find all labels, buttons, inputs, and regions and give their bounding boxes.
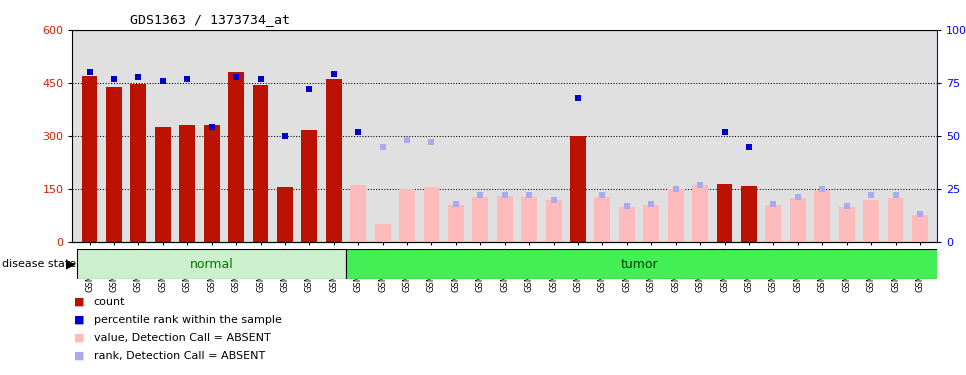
Bar <box>594 196 611 242</box>
Bar <box>375 224 390 242</box>
Bar <box>180 125 195 242</box>
Bar <box>228 72 244 242</box>
Point <box>130 74 146 80</box>
Point <box>717 129 732 135</box>
Bar <box>619 207 635 242</box>
Point <box>327 72 342 78</box>
Bar <box>765 205 781 242</box>
Text: count: count <box>94 297 126 307</box>
Bar <box>204 125 219 242</box>
Text: value, Detection Call = ABSENT: value, Detection Call = ABSENT <box>94 333 270 343</box>
Bar <box>693 185 708 242</box>
Text: tumor: tumor <box>620 258 658 271</box>
Bar <box>106 87 122 242</box>
Point <box>351 129 366 135</box>
Bar <box>423 187 440 242</box>
Bar <box>790 198 806 242</box>
Bar <box>351 184 366 242</box>
Text: ■: ■ <box>74 315 85 325</box>
Point <box>277 133 293 139</box>
Point <box>106 76 122 82</box>
Point <box>790 194 806 200</box>
Point <box>912 211 927 217</box>
Bar <box>277 187 293 242</box>
Bar <box>252 85 269 242</box>
Bar <box>838 207 855 242</box>
Point <box>253 76 269 82</box>
Point <box>82 69 98 75</box>
Bar <box>570 136 586 242</box>
Bar <box>814 190 830 242</box>
Point <box>228 74 243 80</box>
Point <box>472 192 488 198</box>
Bar <box>448 205 464 242</box>
Bar <box>130 84 146 242</box>
Text: normal: normal <box>189 258 234 271</box>
Bar <box>864 200 879 242</box>
Point <box>814 186 830 192</box>
Bar <box>77 249 346 279</box>
Bar <box>326 80 342 242</box>
Point <box>838 203 854 209</box>
Point <box>766 201 781 207</box>
Bar <box>912 215 928 242</box>
Text: ▶: ▶ <box>66 258 75 271</box>
Bar <box>741 186 757 242</box>
Bar <box>888 198 903 242</box>
Point <box>595 192 611 198</box>
Text: GDS1363 / 1373734_at: GDS1363 / 1373734_at <box>130 13 291 26</box>
Bar <box>472 196 488 242</box>
Bar <box>522 196 537 242</box>
Point <box>570 95 585 101</box>
Text: ■: ■ <box>74 297 85 307</box>
Text: ■: ■ <box>74 351 85 361</box>
Point <box>497 192 512 198</box>
Point <box>619 203 635 209</box>
Point <box>399 137 414 143</box>
Point <box>668 186 683 192</box>
Bar <box>399 189 415 242</box>
Point <box>693 182 708 188</box>
Point <box>741 144 756 150</box>
Point <box>301 86 317 92</box>
Point <box>204 124 219 130</box>
Point <box>864 192 879 198</box>
Point <box>522 192 537 198</box>
Bar <box>668 189 684 242</box>
Text: rank, Detection Call = ABSENT: rank, Detection Call = ABSENT <box>94 351 265 361</box>
Bar <box>546 200 561 242</box>
Point <box>156 78 171 84</box>
Text: disease state: disease state <box>2 260 76 269</box>
Text: percentile rank within the sample: percentile rank within the sample <box>94 315 281 325</box>
Point <box>888 192 903 198</box>
Point <box>643 201 659 207</box>
Text: ■: ■ <box>74 333 85 343</box>
Point <box>448 201 464 207</box>
Bar <box>717 184 732 242</box>
Bar <box>346 249 945 279</box>
Point <box>546 196 561 202</box>
Bar <box>81 76 98 242</box>
Bar <box>301 130 317 242</box>
Point <box>180 76 195 82</box>
Bar <box>643 205 659 242</box>
Bar <box>155 127 171 242</box>
Point <box>375 144 390 150</box>
Bar <box>497 196 513 242</box>
Point <box>424 139 440 145</box>
